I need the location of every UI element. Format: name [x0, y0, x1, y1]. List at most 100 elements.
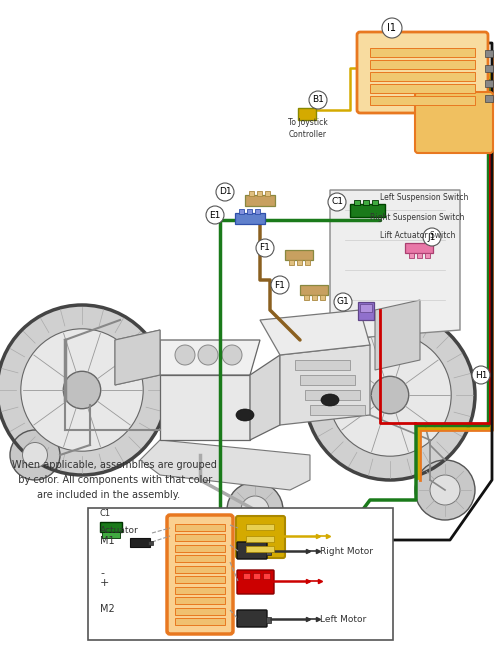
Bar: [266, 549, 271, 555]
Text: D1: D1: [218, 188, 232, 197]
Bar: [266, 617, 271, 623]
Bar: [372, 200, 378, 205]
Bar: [298, 108, 316, 120]
Polygon shape: [375, 300, 420, 370]
Bar: [360, 304, 372, 312]
Bar: [255, 209, 260, 214]
Circle shape: [10, 430, 60, 480]
Bar: [175, 555, 225, 562]
Circle shape: [256, 239, 274, 257]
FancyBboxPatch shape: [236, 516, 285, 558]
Bar: [312, 295, 317, 300]
Text: M1: M1: [100, 536, 114, 546]
Text: C1: C1: [100, 509, 111, 518]
FancyBboxPatch shape: [237, 570, 274, 594]
Bar: [363, 200, 369, 205]
Bar: [175, 566, 225, 573]
Bar: [175, 545, 225, 552]
Bar: [130, 538, 150, 547]
FancyBboxPatch shape: [415, 92, 493, 153]
Bar: [289, 260, 294, 265]
Text: Lift Actuator Switch: Lift Actuator Switch: [380, 232, 456, 241]
Circle shape: [328, 193, 346, 211]
Bar: [425, 253, 430, 258]
Text: +: +: [100, 578, 110, 588]
Circle shape: [22, 443, 48, 468]
Circle shape: [305, 310, 475, 480]
Circle shape: [222, 345, 242, 365]
Bar: [249, 191, 254, 196]
Text: C1: C1: [331, 197, 343, 206]
Bar: [485, 65, 493, 72]
Bar: [239, 209, 244, 214]
Bar: [265, 191, 270, 196]
Bar: [235, 213, 265, 224]
Bar: [405, 243, 433, 253]
Circle shape: [430, 475, 460, 505]
Bar: [305, 390, 360, 400]
Circle shape: [241, 496, 269, 524]
Bar: [245, 195, 275, 206]
Bar: [417, 253, 422, 258]
Text: When applicable, assemblies are grouped
  by color. All components with that col: When applicable, assemblies are grouped …: [12, 460, 217, 499]
Bar: [370, 84, 475, 93]
Bar: [370, 72, 475, 81]
Bar: [370, 48, 475, 57]
Bar: [300, 285, 328, 295]
Circle shape: [21, 329, 143, 451]
Bar: [285, 250, 313, 260]
FancyBboxPatch shape: [237, 610, 267, 627]
Bar: [485, 50, 493, 57]
Ellipse shape: [321, 394, 339, 406]
Text: Actuator: Actuator: [100, 526, 139, 535]
Bar: [246, 536, 274, 542]
Text: Right Suspension Switch: Right Suspension Switch: [370, 214, 464, 223]
Text: Right Motor: Right Motor: [320, 547, 373, 556]
Bar: [246, 546, 274, 552]
Bar: [253, 573, 260, 579]
Polygon shape: [330, 190, 460, 340]
Text: -: -: [100, 568, 104, 578]
Polygon shape: [250, 355, 280, 440]
Polygon shape: [260, 310, 370, 355]
Text: J1: J1: [428, 232, 436, 241]
Circle shape: [382, 18, 402, 38]
Text: E1: E1: [210, 210, 220, 219]
Bar: [175, 534, 225, 541]
FancyBboxPatch shape: [357, 32, 488, 113]
Bar: [175, 576, 225, 583]
Bar: [247, 209, 252, 214]
Text: Left Motor: Left Motor: [320, 615, 366, 624]
FancyBboxPatch shape: [167, 515, 233, 634]
Bar: [370, 60, 475, 69]
FancyBboxPatch shape: [237, 542, 267, 559]
Circle shape: [472, 366, 490, 384]
Bar: [263, 573, 270, 579]
Text: F1: F1: [274, 281, 285, 289]
Text: B1: B1: [312, 96, 324, 105]
Bar: [304, 295, 309, 300]
Circle shape: [64, 371, 100, 409]
Bar: [175, 597, 225, 604]
Polygon shape: [160, 340, 260, 375]
Bar: [246, 524, 274, 530]
Bar: [305, 260, 310, 265]
Bar: [409, 253, 414, 258]
Bar: [485, 80, 493, 87]
Polygon shape: [280, 345, 370, 425]
Polygon shape: [160, 375, 250, 440]
Circle shape: [271, 276, 289, 294]
Polygon shape: [140, 440, 310, 490]
Circle shape: [175, 345, 195, 365]
Circle shape: [309, 91, 327, 109]
Bar: [175, 587, 225, 594]
Bar: [358, 302, 374, 320]
Text: M2: M2: [100, 604, 115, 614]
Bar: [148, 541, 153, 545]
Bar: [310, 405, 365, 415]
Text: I1: I1: [388, 23, 396, 33]
Circle shape: [227, 482, 283, 538]
Bar: [175, 608, 225, 615]
Text: G1: G1: [336, 298, 349, 307]
Bar: [485, 95, 493, 102]
